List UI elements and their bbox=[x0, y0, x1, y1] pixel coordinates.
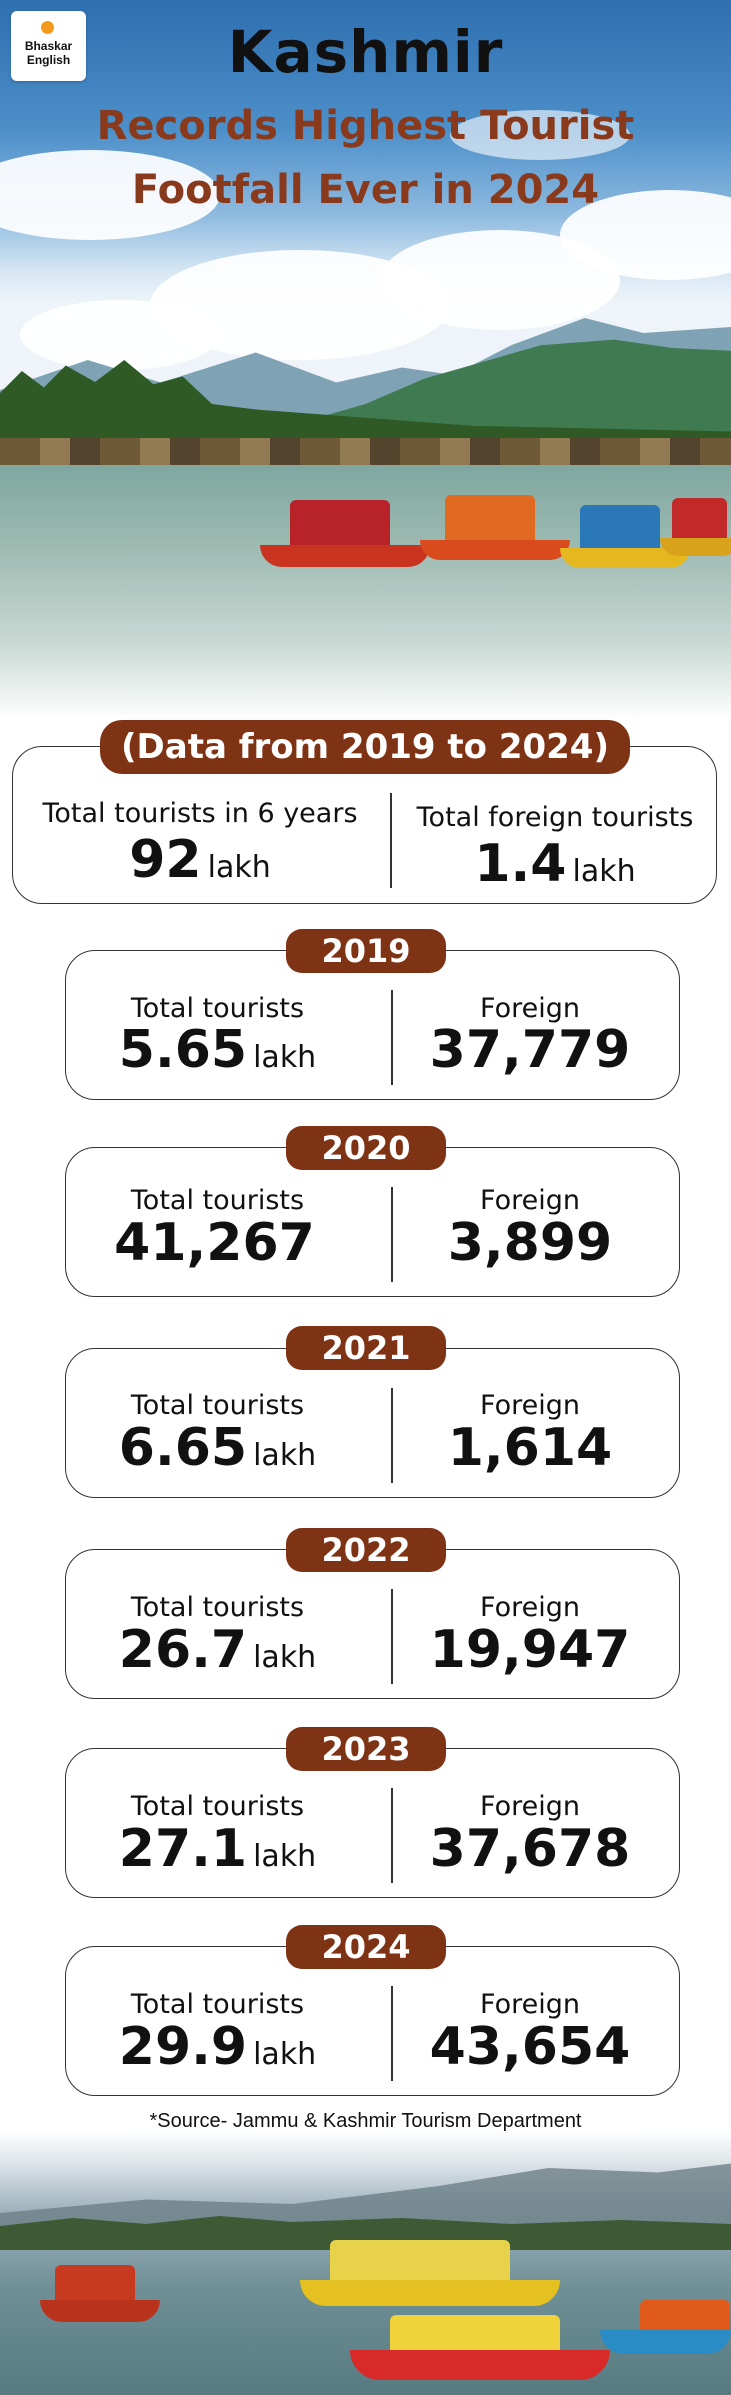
total-tourists-value: 29.9 lakh bbox=[75, 2017, 360, 2077]
foreign-value: 43,654 bbox=[400, 2017, 660, 2077]
total-tourists-label: Total tourists bbox=[130, 1989, 305, 2020]
total-tourists-label: Total tourists bbox=[130, 1185, 305, 1216]
year-card-2020 bbox=[65, 1147, 680, 1297]
summary-total-label: Total tourists in 6 years bbox=[42, 798, 358, 829]
year-badge-2019: 2019 bbox=[286, 929, 446, 973]
foreign-value: 1,614 bbox=[400, 1418, 660, 1478]
year-badge-2021: 2021 bbox=[286, 1326, 446, 1370]
subtitle-line-1: Records Highest Tourist bbox=[96, 103, 635, 149]
foreign-label: Foreign bbox=[480, 993, 580, 1024]
year-badge-2024: 2024 bbox=[286, 1925, 446, 1969]
year-badge-2020: 2020 bbox=[286, 1126, 446, 1170]
total-tourists-number: 6.65 bbox=[118, 1418, 248, 1478]
summary-foreign-value: 1.4 lakh bbox=[395, 834, 715, 894]
logo-text: Bhaskar English bbox=[24, 39, 73, 67]
foreign-number: 37,678 bbox=[429, 1819, 631, 1879]
total-tourists-label: Total tourists bbox=[130, 993, 305, 1024]
page-title: Kashmir bbox=[227, 18, 504, 86]
total-tourists-number: 41,267 bbox=[114, 1213, 315, 1273]
total-tourists-value: 41,267 bbox=[75, 1213, 360, 1273]
total-tourists-value: 26.7 lakh bbox=[75, 1620, 360, 1680]
total-tourists-number: 29.9 bbox=[118, 2017, 248, 2077]
year-divider bbox=[391, 990, 393, 1085]
summary-total-value: 92 lakh bbox=[20, 830, 380, 890]
foreign-value: 37,678 bbox=[400, 1819, 660, 1879]
foreign-label: Foreign bbox=[480, 1791, 580, 1822]
year-divider bbox=[391, 1788, 393, 1883]
total-tourists-value: 5.65 lakh bbox=[75, 1020, 360, 1080]
source-note: *Source- Jammu & Kashmir Tourism Departm… bbox=[149, 2110, 582, 2132]
foreign-label: Foreign bbox=[480, 1989, 580, 2020]
hero-scene-image bbox=[0, 0, 731, 720]
year-divider bbox=[391, 1589, 393, 1684]
foreign-label: Foreign bbox=[480, 1390, 580, 1421]
summary-total-unit: lakh bbox=[207, 850, 271, 885]
foreign-number: 3,899 bbox=[447, 1213, 613, 1273]
summary-foreign-number: 1.4 bbox=[474, 834, 567, 894]
foreign-number: 1,614 bbox=[447, 1418, 613, 1478]
foreign-number: 19,947 bbox=[429, 1620, 631, 1680]
total-tourists-value: 6.65 lakh bbox=[75, 1418, 360, 1478]
foreign-number: 37,779 bbox=[429, 1020, 631, 1080]
total-tourists-unit: lakh bbox=[253, 1438, 317, 1473]
total-tourists-number: 27.1 bbox=[118, 1819, 248, 1879]
logo-sun-icon bbox=[41, 21, 54, 34]
year-card-2022 bbox=[65, 1549, 680, 1699]
total-tourists-number: 26.7 bbox=[118, 1620, 248, 1680]
year-badge-2022: 2022 bbox=[286, 1528, 446, 1572]
page-subtitle: Records Highest Tourist Footfall Ever in… bbox=[0, 94, 731, 222]
foreign-value: 3,899 bbox=[400, 1213, 660, 1273]
subtitle-line-2: Footfall Ever in 2024 bbox=[131, 167, 600, 213]
summary-foreign-unit: lakh bbox=[572, 854, 636, 889]
total-tourists-label: Total tourists bbox=[130, 1592, 305, 1623]
year-divider bbox=[391, 1187, 393, 1282]
brand-logo[interactable]: Bhaskar English bbox=[11, 11, 86, 81]
footer-scene-image bbox=[0, 2130, 731, 2395]
foreign-value: 19,947 bbox=[400, 1620, 660, 1680]
foreign-number: 43,654 bbox=[429, 2017, 631, 2077]
date-range-badge: (Data from 2019 to 2024) bbox=[100, 720, 630, 774]
year-card-2021 bbox=[65, 1348, 680, 1498]
year-badge-2023: 2023 bbox=[286, 1727, 446, 1771]
total-tourists-unit: lakh bbox=[253, 1040, 317, 1075]
foreign-label: Foreign bbox=[480, 1185, 580, 1216]
foreign-value: 37,779 bbox=[400, 1020, 660, 1080]
summary-total-number: 92 bbox=[129, 830, 202, 890]
total-tourists-unit: lakh bbox=[253, 1839, 317, 1874]
year-divider bbox=[391, 1388, 393, 1483]
year-divider bbox=[391, 1986, 393, 2081]
total-tourists-label: Total tourists bbox=[130, 1791, 305, 1822]
summary-divider bbox=[390, 793, 392, 888]
foreign-label: Foreign bbox=[480, 1592, 580, 1623]
year-card-2024 bbox=[65, 1946, 680, 2096]
total-tourists-number: 5.65 bbox=[118, 1020, 248, 1080]
total-tourists-value: 27.1 lakh bbox=[75, 1819, 360, 1879]
total-tourists-label: Total tourists bbox=[130, 1390, 305, 1421]
total-tourists-unit: lakh bbox=[253, 2037, 317, 2072]
summary-foreign-label: Total foreign tourists bbox=[416, 802, 694, 833]
total-tourists-unit: lakh bbox=[253, 1640, 317, 1675]
